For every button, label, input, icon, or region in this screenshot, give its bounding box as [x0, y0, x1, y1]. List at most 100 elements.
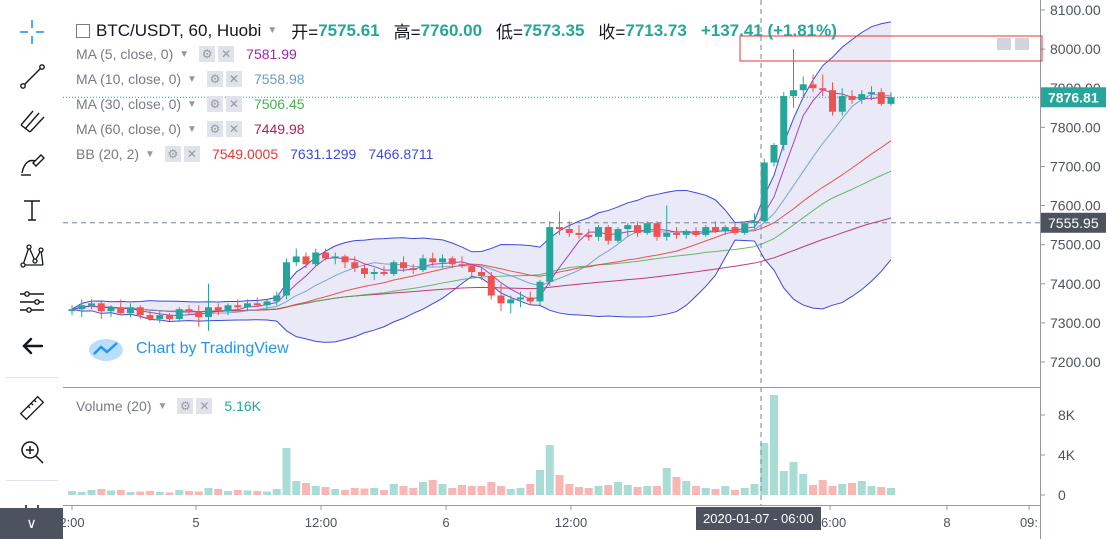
candle-body	[487, 275, 495, 296]
volume-bar	[848, 483, 856, 495]
candle-body	[361, 268, 368, 274]
candle-body	[780, 96, 788, 145]
close-icon[interactable]: ✕	[196, 398, 213, 414]
candle-body	[292, 256, 300, 263]
candle-body	[439, 258, 446, 263]
candle-body	[536, 281, 544, 302]
volume-bar	[565, 484, 574, 495]
volume-bar	[243, 490, 252, 495]
scroll-down-icon[interactable]	[997, 38, 1011, 50]
settings-icon[interactable]: ⚙	[199, 46, 216, 62]
chevron-down-icon[interactable]: ▼	[187, 123, 197, 135]
volume-bar	[224, 491, 232, 495]
bb-lower-value: 7466.8711	[368, 146, 434, 162]
candle-body	[497, 295, 505, 304]
crosshair-icon[interactable]	[12, 14, 52, 50]
price-tick-label: 7500.00	[1050, 237, 1101, 253]
volume-bar	[185, 491, 193, 495]
volume-bar	[672, 477, 681, 495]
scroll-up-icon[interactable]	[1015, 38, 1029, 50]
settings-icon[interactable]: ⚙	[177, 398, 194, 414]
measure-icon[interactable]	[12, 284, 52, 320]
close-icon[interactable]: ✕	[225, 121, 242, 137]
time-tick-label: 2:00	[63, 515, 85, 530]
bb-basis-value: 7549.0005	[211, 146, 279, 162]
indicator-bb[interactable]: BB (20, 2) ▼ ⚙ ✕ 7549.0005 7631.1299 746…	[76, 146, 433, 162]
brush-icon[interactable]	[12, 146, 52, 182]
time-tick-label: 5	[192, 515, 199, 530]
expand-toolbar-button[interactable]: ∨	[0, 508, 63, 539]
close-icon[interactable]: ✕	[218, 46, 235, 62]
chevron-down-icon[interactable]: ▼	[179, 48, 190, 60]
candle-body	[205, 307, 212, 318]
volume-bar	[506, 489, 515, 495]
pattern-icon[interactable]	[12, 238, 52, 274]
candle-body	[673, 232, 680, 235]
time-tick-label: 8	[943, 515, 950, 530]
indicator-ma30[interactable]: MA (30, close, 0) ▼ ⚙ ✕ 7506.45	[76, 96, 305, 112]
volume-bar	[282, 448, 291, 495]
volume-bar	[750, 484, 759, 495]
indicator-ma5[interactable]: MA (5, close, 0) ▼ ⚙ ✕ 7581.99	[76, 46, 297, 62]
candle-body	[838, 96, 846, 112]
candle-body	[682, 230, 690, 235]
candle-body	[341, 256, 349, 263]
indicator-volume[interactable]: Volume (20) ▼ ⚙ ✕ 5.16K	[76, 398, 261, 414]
fib-icon[interactable]	[12, 102, 52, 138]
candle-body	[322, 252, 329, 259]
candle-body	[809, 84, 817, 89]
chevron-down-icon[interactable]: ▼	[187, 73, 197, 85]
candle-body	[136, 307, 144, 316]
watermark-text: Chart by TradingView	[136, 340, 289, 357]
volume-bar	[604, 485, 613, 495]
candle-body	[312, 252, 320, 265]
candle-body	[127, 307, 134, 314]
indicator-ma10[interactable]: MA (10, close, 0) ▼ ⚙ ✕ 7558.98	[76, 71, 305, 87]
candle-body	[799, 84, 807, 91]
candle-body	[790, 90, 797, 97]
close-icon[interactable]: ✕	[225, 96, 242, 112]
last-price-tag	[1041, 87, 1106, 108]
settings-icon[interactable]: ⚙	[206, 121, 223, 137]
drawing-toolbar: ∨	[0, 0, 64, 539]
ruler-icon[interactable]	[12, 390, 52, 426]
chevron-down-icon[interactable]: ▼	[157, 400, 168, 412]
candle-body	[634, 225, 641, 233]
zoom-in-icon[interactable]	[12, 434, 52, 470]
chevron-down-icon[interactable]: ▼	[145, 148, 155, 160]
last-price-label: 7876.81	[1048, 89, 1099, 105]
settings-icon[interactable]: ⚙	[206, 71, 223, 87]
volume-bar	[370, 488, 379, 495]
indicator-ma60[interactable]: MA (60, close, 0) ▼ ⚙ ✕ 7449.98	[76, 121, 305, 137]
symbol-title[interactable]: BTC/USDT, 60, Huobi	[96, 20, 262, 40]
tradingview-watermark[interactable]: Chart by TradingView	[86, 336, 289, 362]
close-icon[interactable]: ✕	[225, 71, 242, 87]
volume-bar	[204, 488, 213, 495]
chevron-down-icon[interactable]: ▼	[187, 98, 197, 110]
symbol-menu-icon[interactable]	[76, 23, 90, 38]
indicator-label: Volume (20)	[76, 398, 152, 414]
close-icon[interactable]: ✕	[183, 146, 200, 162]
text-icon[interactable]	[12, 192, 52, 228]
chevron-down-icon[interactable]: ▼	[267, 25, 278, 36]
volume-bar	[292, 481, 301, 495]
chart-area[interactable]: 8100.008000.007900.007800.007700.007600.…	[63, 0, 1110, 539]
candle-body	[166, 315, 173, 319]
volume-bar	[828, 486, 837, 495]
candle-body	[643, 223, 651, 233]
crosshair-price-tag	[1041, 212, 1106, 233]
volume-bar	[399, 486, 408, 495]
volume-bar	[857, 481, 866, 495]
rectangle-drawing[interactable]	[739, 35, 1043, 62]
candle-body	[78, 305, 86, 310]
settings-icon[interactable]: ⚙	[206, 96, 223, 112]
candle-body	[585, 234, 593, 237]
candle-body	[224, 305, 232, 312]
back-arrow-icon[interactable]	[12, 328, 52, 364]
trend-line-icon[interactable]	[12, 58, 52, 94]
cloud-logo-icon	[89, 339, 123, 361]
settings-icon[interactable]: ⚙	[164, 146, 181, 162]
candle-body	[751, 221, 758, 224]
price-tick-label: 7700.00	[1050, 158, 1101, 174]
volume-bar	[116, 490, 125, 495]
